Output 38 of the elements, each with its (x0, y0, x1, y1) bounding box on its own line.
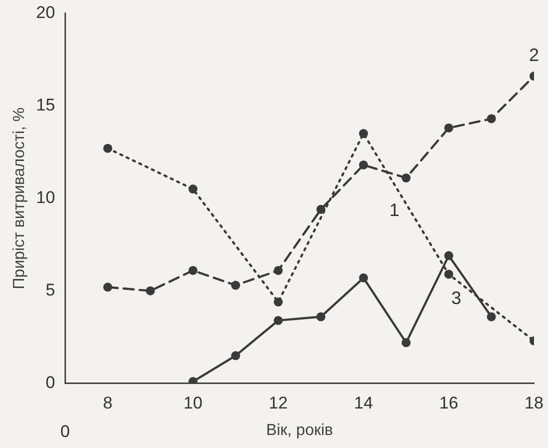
point (274, 316, 283, 325)
point (444, 251, 454, 260)
y-tick-label: 15 (36, 95, 56, 114)
series-label: 2 (528, 45, 540, 66)
series-label: 1 (389, 200, 400, 220)
point (103, 144, 112, 153)
point (188, 184, 198, 194)
text: 0 (60, 422, 70, 442)
point (146, 286, 155, 296)
x-tick-label: 16 (439, 393, 458, 412)
point (103, 282, 112, 292)
point (358, 273, 368, 282)
y-axis-title: Приріст витривалості, % (11, 107, 28, 290)
series-label: 3 (451, 288, 462, 308)
point (316, 312, 326, 322)
x-tick-label: 10 (184, 393, 202, 412)
y-tick-label: 10 (36, 188, 56, 207)
point (231, 351, 240, 360)
y-tick-label: 0 (46, 373, 56, 392)
point (274, 266, 283, 275)
point (486, 312, 496, 322)
x-tick-label: 14 (354, 393, 373, 412)
point (274, 297, 283, 306)
x-tick-label: 8 (103, 393, 112, 412)
x-tick-label: 18 (524, 393, 544, 412)
point (358, 129, 368, 138)
point (402, 173, 411, 182)
point (486, 114, 496, 124)
point (402, 338, 411, 348)
y-tick-label: 5 (46, 280, 56, 300)
x-tick-label: 12 (268, 393, 288, 412)
point (444, 123, 454, 132)
point (444, 270, 454, 279)
point (358, 160, 368, 170)
point (231, 280, 240, 290)
point (188, 266, 198, 275)
x-axis-title: Вік, років (266, 422, 334, 439)
y-tick-label: 20 (36, 2, 56, 22)
